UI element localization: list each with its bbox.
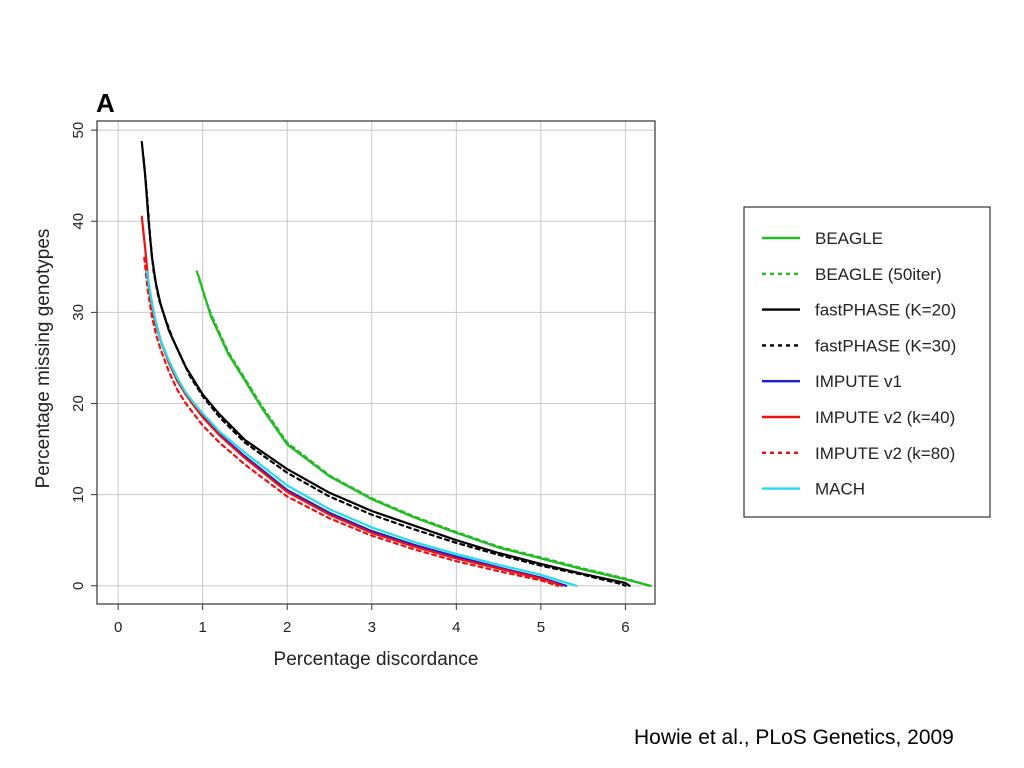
citation: Howie et al., PLoS Genetics, 2009 xyxy=(634,726,954,749)
legend-label: BEAGLE xyxy=(815,229,883,248)
series-lines xyxy=(140,140,652,587)
series-line-6 xyxy=(143,256,559,587)
x-tick-label: 6 xyxy=(621,619,629,636)
series-line-1 xyxy=(195,270,651,587)
axis-ticks: 0 1 2 3 4 5 6 0 10 20 30 40 50 xyxy=(70,122,630,636)
x-tick-label: 1 xyxy=(199,619,207,636)
series-line-4 xyxy=(144,265,568,587)
series-line-5 xyxy=(140,215,564,587)
x-tick-label: 0 xyxy=(114,619,122,636)
panel-label: A xyxy=(96,88,115,118)
y-tick-label: 20 xyxy=(70,395,87,412)
legend-label: MACH xyxy=(815,480,865,499)
y-axis-title: Percentage missing genotypes xyxy=(33,229,54,489)
plot-area xyxy=(96,120,656,605)
legend-label: IMPUTE v1 xyxy=(815,372,902,391)
x-tick-label: 5 xyxy=(537,619,545,636)
legend-label: BEAGLE (50iter) xyxy=(815,265,942,284)
legend: BEAGLE BEAGLE (50iter) fastPHASE (K=20) fas… xyxy=(743,206,991,518)
legend-label: IMPUTE v2 (k=40) xyxy=(815,408,955,427)
x-tick-label: 2 xyxy=(283,619,291,636)
legend-label: fastPHASE (K=20) xyxy=(815,301,956,320)
legend-box xyxy=(743,206,991,518)
series-line-0 xyxy=(197,274,652,587)
x-tick-label: 3 xyxy=(368,619,376,636)
y-tick-label: 40 xyxy=(70,213,87,230)
series-line-7 xyxy=(145,270,578,587)
y-tick-label: 0 xyxy=(70,582,87,590)
x-axis-title: Percentage discordance xyxy=(274,649,479,670)
series-line-3 xyxy=(142,156,627,587)
legend-label: IMPUTE v2 (k=80) xyxy=(815,444,955,463)
y-tick-label: 50 xyxy=(70,122,87,139)
x-tick-label: 4 xyxy=(452,619,460,636)
y-tick-label: 10 xyxy=(70,486,87,503)
gridlines xyxy=(97,121,655,604)
y-tick-label: 30 xyxy=(70,304,87,321)
legend-label: fastPHASE (K=30) xyxy=(815,336,956,355)
